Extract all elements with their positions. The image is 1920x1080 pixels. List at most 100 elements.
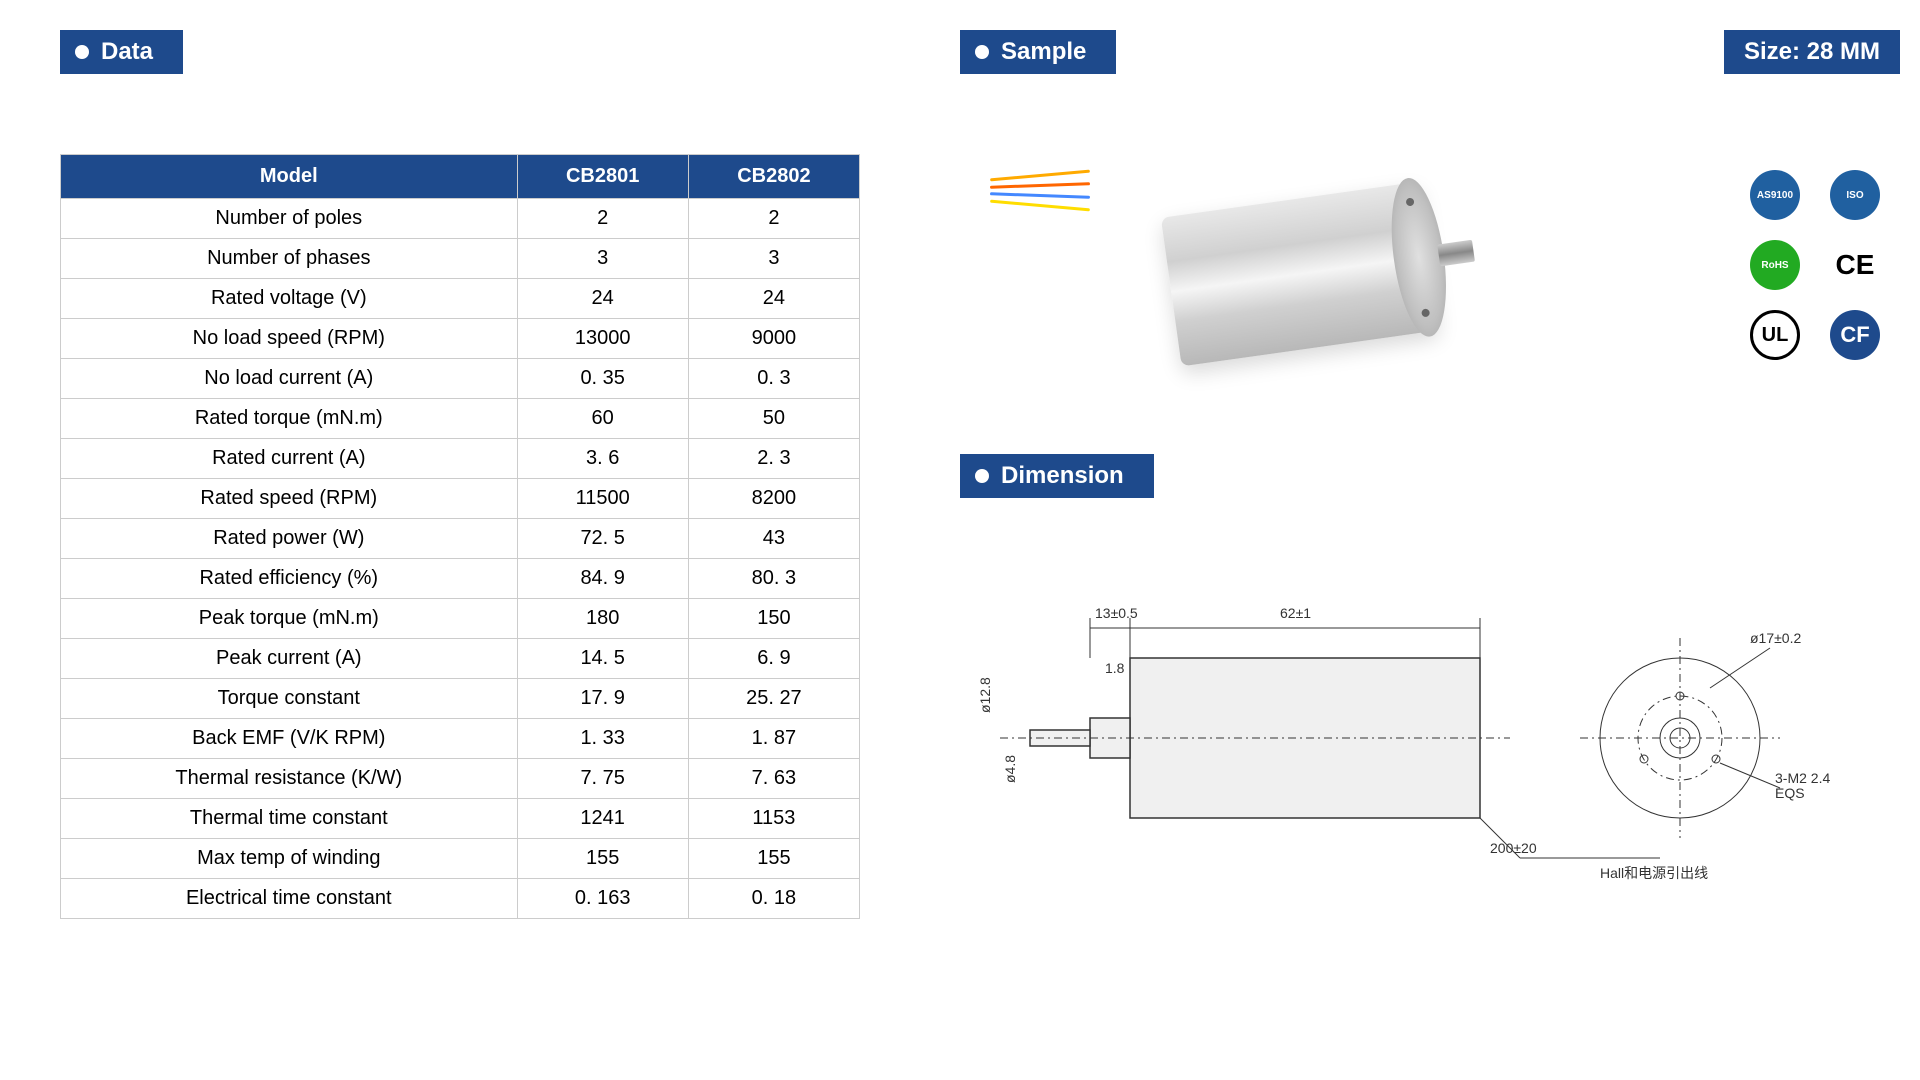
table-cell: 0. 3 (688, 359, 859, 399)
table-cell: Rated efficiency (%) (61, 559, 518, 599)
table-cell: 11500 (517, 479, 688, 519)
table-cell: 24 (688, 279, 859, 319)
table-cell: No load current (A) (61, 359, 518, 399)
table-cell: 50 (688, 399, 859, 439)
spec-table: Model CB2801 CB2802 Number of poles22Num… (60, 154, 860, 919)
dim-dia12: ø12.8 (977, 677, 993, 713)
table-row: No load speed (RPM)130009000 (61, 319, 860, 359)
table-row: Max temp of winding155155 (61, 839, 860, 879)
table-cell: 2 (688, 199, 859, 239)
table-cell: 150 (688, 599, 859, 639)
table-cell: 1153 (688, 799, 859, 839)
table-cell: Torque constant (61, 679, 518, 719)
as9100-badge: AS9100 (1750, 170, 1800, 220)
dimension-header: Dimension (960, 454, 1154, 498)
dim-18: 1.8 (1105, 660, 1125, 676)
table-cell: 0. 18 (688, 879, 859, 919)
table-row: Number of phases33 (61, 239, 860, 279)
data-header: Data (60, 30, 183, 74)
table-cell: 0. 163 (517, 879, 688, 919)
sample-title: Sample (1001, 38, 1086, 66)
table-cell: No load speed (RPM) (61, 319, 518, 359)
table-row: Peak torque (mN.m)180150 (61, 599, 860, 639)
table-cell: Electrical time constant (61, 879, 518, 919)
dim-wire: 200±20 (1490, 840, 1537, 856)
table-cell: 25. 27 (688, 679, 859, 719)
dim-dia4: ø4.8 (1002, 755, 1018, 783)
dim-13: 13±0.5 (1095, 605, 1138, 621)
table-cell: 3. 6 (517, 439, 688, 479)
table-cell: 60 (517, 399, 688, 439)
table-cell: 155 (688, 839, 859, 879)
dimension-title: Dimension (1001, 462, 1124, 490)
table-cell: 1. 33 (517, 719, 688, 759)
table-cell: 2 (517, 199, 688, 239)
table-row: Torque constant17. 925. 27 (61, 679, 860, 719)
table-cell: 7. 63 (688, 759, 859, 799)
table-cell: 9000 (688, 319, 859, 359)
table-row: Rated voltage (V)2424 (61, 279, 860, 319)
table-row: Number of poles22 (61, 199, 860, 239)
table-row: Rated torque (mN.m)6050 (61, 399, 860, 439)
table-cell: 13000 (517, 319, 688, 359)
table-cell: 2. 3 (688, 439, 859, 479)
table-cell: Rated power (W) (61, 519, 518, 559)
table-cell: 180 (517, 599, 688, 639)
right-column: Sample Dimension (960, 30, 1860, 898)
table-cell: 80. 3 (688, 559, 859, 599)
table-row: Thermal time constant12411153 (61, 799, 860, 839)
bullet-icon (975, 469, 989, 483)
table-cell: 8200 (688, 479, 859, 519)
ul-badge: UL (1750, 310, 1800, 360)
dim-dia17: ø17±0.2 (1750, 630, 1801, 646)
table-cell: 0. 35 (517, 359, 688, 399)
left-column: Data Model CB2801 CB2802 Number of poles… (60, 30, 860, 919)
dim-note: Hall和电源引出线 (1600, 865, 1708, 881)
bullet-icon (75, 45, 89, 59)
table-cell: Thermal resistance (K/W) (61, 759, 518, 799)
table-cell: Rated current (A) (61, 439, 518, 479)
iso-badge: ISO (1830, 170, 1880, 220)
cf-badge: CF (1830, 310, 1880, 360)
table-cell: 43 (688, 519, 859, 559)
bullet-icon (975, 45, 989, 59)
table-cell: 24 (517, 279, 688, 319)
dimension-section: Dimension 13±0.5 62±1 1.8 (960, 454, 1860, 898)
table-cell: Peak current (A) (61, 639, 518, 679)
table-cell: Max temp of winding (61, 839, 518, 879)
dimension-drawing: 13±0.5 62±1 1.8 ø12.8 ø4.8 200±20 Hall和电… (960, 558, 1830, 898)
table-cell: Back EMF (V/K RPM) (61, 719, 518, 759)
table-row: Rated power (W)72. 543 (61, 519, 860, 559)
table-row: Electrical time constant0. 1630. 18 (61, 879, 860, 919)
col-cb2801: CB2801 (517, 155, 688, 199)
table-cell: 155 (517, 839, 688, 879)
table-row: Thermal resistance (K/W)7. 757. 63 (61, 759, 860, 799)
motor-wires (990, 164, 1090, 224)
table-row: Rated efficiency (%)84. 980. 3 (61, 559, 860, 599)
data-title: Data (101, 38, 153, 66)
col-model: Model (61, 155, 518, 199)
sample-header: Sample (960, 30, 1116, 74)
motor-shaft (1437, 240, 1475, 267)
table-row: No load current (A)0. 350. 3 (61, 359, 860, 399)
table-cell: 14. 5 (517, 639, 688, 679)
table-cell: Peak torque (mN.m) (61, 599, 518, 639)
table-row: Peak current (A)14. 56. 9 (61, 639, 860, 679)
dim-screw: 3-M2 2.4 (1775, 770, 1830, 786)
table-cell: Number of poles (61, 199, 518, 239)
table-cell: 3 (688, 239, 859, 279)
table-cell: 3 (517, 239, 688, 279)
motor-sample-image (1080, 124, 1520, 424)
dim-62: 62±1 (1280, 605, 1311, 621)
table-cell: 7. 75 (517, 759, 688, 799)
table-cell: Rated voltage (V) (61, 279, 518, 319)
table-cell: Number of phases (61, 239, 518, 279)
motor-body (1161, 182, 1439, 367)
table-cell: 6. 9 (688, 639, 859, 679)
table-row: Back EMF (V/K RPM)1. 331. 87 (61, 719, 860, 759)
table-cell: 1241 (517, 799, 688, 839)
table-cell: 72. 5 (517, 519, 688, 559)
table-row: Rated current (A)3. 62. 3 (61, 439, 860, 479)
table-cell: 17. 9 (517, 679, 688, 719)
rohs-badge: RoHS (1750, 240, 1800, 290)
